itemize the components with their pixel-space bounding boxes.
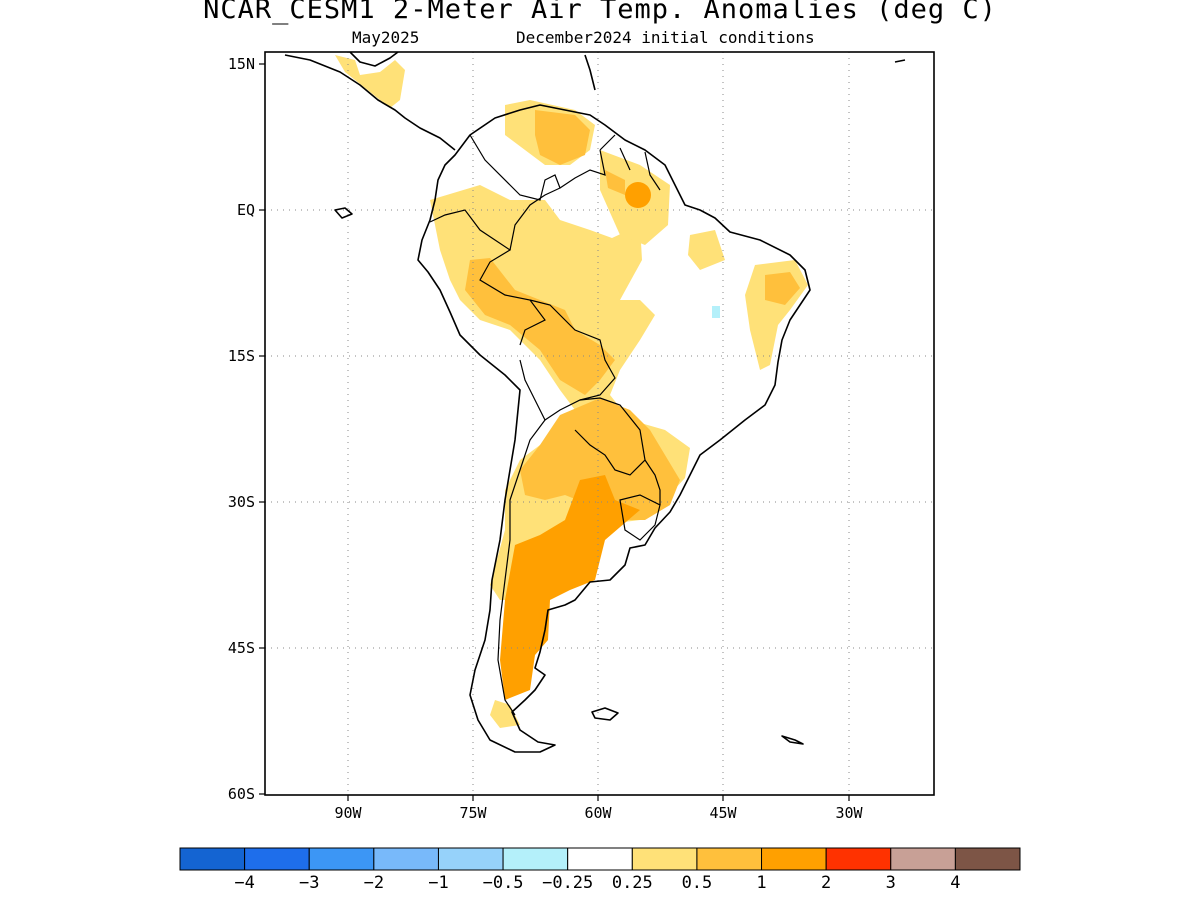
- coastline-south-america: [417, 104, 811, 753]
- anomaly-area-venezuela: [535, 110, 590, 165]
- colorbar-swatch: [890, 847, 956, 871]
- colorbar-swatch: [696, 847, 763, 871]
- coastline-caribbean-islands: [584, 54, 906, 91]
- colorbar-swatch: [954, 847, 1021, 871]
- colorbar-label: −0.5: [483, 873, 524, 893]
- colorbar-label: −3: [299, 873, 319, 893]
- coastline-south-georgia: [781, 735, 804, 745]
- coastline-falklands: [591, 707, 619, 721]
- anomaly-shading: [335, 55, 808, 728]
- border-colombia: [469, 134, 561, 251]
- colorbar-label: −1: [428, 873, 448, 893]
- border-argentina-chile: [497, 419, 546, 716]
- colorbar-label: 0.25: [612, 873, 653, 893]
- lat-label: 15S: [228, 347, 255, 365]
- colorbar-label: 2: [821, 873, 831, 893]
- colorbar-swatch: [761, 847, 827, 871]
- colorbar-label: 0.5: [682, 873, 713, 893]
- anomaly-area-amapa-core: [625, 182, 651, 208]
- lat-label: EQ: [237, 201, 255, 219]
- colorbar-swatch: [179, 847, 246, 871]
- border-ecuador-peru: [429, 209, 546, 346]
- colorbar-swatch: [308, 847, 375, 871]
- colorbar-label: 4: [950, 873, 960, 893]
- border-venezuela-guianas: [559, 134, 661, 191]
- colorbar-swatch: [631, 847, 698, 871]
- coastline-galapagos: [334, 207, 353, 219]
- initial-conditions-label: December2024 initial conditions: [516, 28, 815, 47]
- anomaly-area-patagonia-south: [490, 700, 520, 728]
- colorbar-swatch: [567, 847, 633, 871]
- colorbar-label: −2: [364, 873, 384, 893]
- lat-label: 60S: [228, 785, 255, 803]
- lon-label: 60W: [584, 804, 612, 822]
- coastlines: [284, 52, 906, 753]
- border-paraguay: [574, 397, 646, 476]
- colorbar-swatch: [502, 847, 569, 871]
- colorbar-swatch: [437, 847, 504, 871]
- colorbar-swatch: [244, 847, 310, 871]
- forecast-month: May2025: [352, 28, 420, 47]
- colorbar: −4 −3 −2 −1 −0.5 −0.25 0.25 0.5 1 2 3 4: [179, 847, 1021, 893]
- map-frame: [264, 51, 935, 796]
- anomaly-area-negative-spot: [712, 306, 720, 318]
- anomaly-area-central-america: [335, 55, 405, 108]
- colorbar-swatch: [373, 847, 439, 871]
- lon-label: 30W: [835, 804, 863, 822]
- anomaly-area-guiana-core: [605, 170, 625, 195]
- border-bolivia: [519, 299, 616, 421]
- border-uruguay: [619, 494, 661, 541]
- anomaly-area-chaco: [520, 398, 680, 520]
- map-title: NCAR_CESM1 2-Meter Air Temp. Anomalies (…: [203, 0, 997, 25]
- lat-label: 15N: [228, 55, 255, 73]
- colorbar-label: −0.25: [542, 873, 593, 893]
- colorbar-swatch: [825, 847, 892, 871]
- colorbar-label: −4: [234, 873, 254, 893]
- lon-label: 45W: [709, 804, 737, 822]
- country-borders: [429, 134, 661, 716]
- colorbar-label: 3: [886, 873, 896, 893]
- border-brazil-argentina: [644, 459, 661, 505]
- latitude-labels: 15N EQ 15S 30S 45S 60S: [228, 55, 255, 803]
- anomaly-area-argentina: [500, 475, 640, 700]
- anomaly-area-north-amazon: [688, 230, 725, 270]
- longitude-labels: 90W 75W 60W 45W 30W: [334, 804, 863, 822]
- lat-label: 45S: [228, 639, 255, 657]
- anomaly-area-andes: [465, 258, 615, 395]
- lon-label: 90W: [334, 804, 362, 822]
- lon-label: 75W: [459, 804, 487, 822]
- lat-label: 30S: [228, 493, 255, 511]
- anomaly-area-nordeste-core: [765, 272, 800, 305]
- colorbar-label: 1: [756, 873, 766, 893]
- axis-ticks: [259, 63, 850, 801]
- coastline-central-america: [284, 52, 456, 151]
